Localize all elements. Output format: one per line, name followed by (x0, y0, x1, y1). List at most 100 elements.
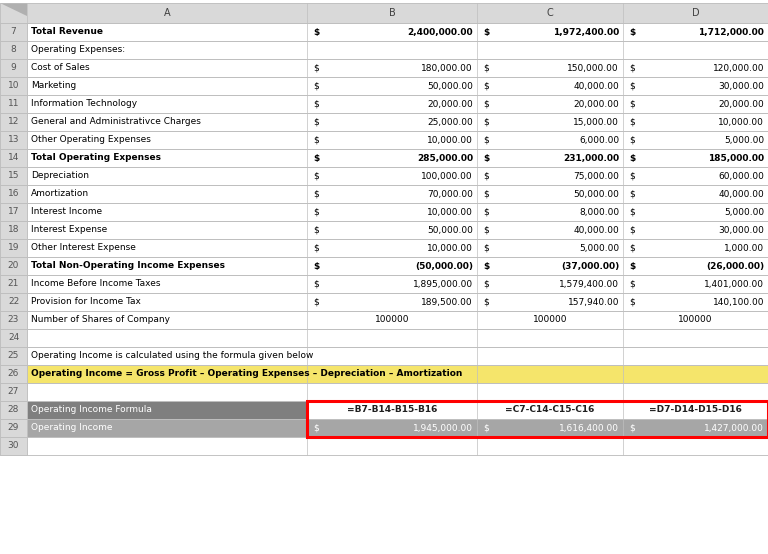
Text: $: $ (313, 117, 319, 126)
Text: 10,000.00: 10,000.00 (718, 117, 764, 126)
Text: =C7-C14-C15-C16: =C7-C14-C15-C16 (505, 406, 594, 414)
Text: Interest Expense: Interest Expense (31, 225, 108, 234)
Bar (0, 257, 768, 275)
Text: 60,000.00: 60,000.00 (718, 172, 764, 181)
Text: 50,000.00: 50,000.00 (427, 225, 473, 234)
Text: 10,000.00: 10,000.00 (427, 244, 473, 253)
Text: Total Revenue: Total Revenue (31, 28, 103, 37)
Text: $: $ (483, 297, 488, 306)
Text: $: $ (483, 189, 488, 198)
Text: 30: 30 (8, 442, 19, 450)
Text: $: $ (629, 153, 635, 162)
Text: $: $ (483, 244, 488, 253)
Bar (0, 293, 768, 311)
Text: 185,000.00: 185,000.00 (708, 153, 764, 162)
Text: 15,000.00: 15,000.00 (573, 117, 619, 126)
Text: $: $ (313, 244, 319, 253)
Text: 140,100.00: 140,100.00 (713, 297, 764, 306)
Text: $: $ (483, 81, 488, 90)
Text: $: $ (483, 423, 488, 433)
Text: $: $ (629, 423, 634, 433)
Bar (0, 77, 27, 95)
Text: Amortization: Amortization (31, 189, 89, 198)
Bar (0, 365, 768, 383)
Bar (0, 239, 27, 257)
Text: Interest Income: Interest Income (31, 208, 102, 217)
Bar (0, 167, 768, 185)
Bar (0, 185, 768, 203)
Text: $: $ (483, 261, 489, 270)
Text: $: $ (629, 280, 634, 289)
Text: $: $ (629, 297, 634, 306)
Bar (0, 437, 27, 455)
Text: 10: 10 (8, 81, 19, 90)
Text: Income Before Income Taxes: Income Before Income Taxes (31, 280, 161, 289)
Text: 6,000.00: 6,000.00 (579, 136, 619, 145)
Text: $: $ (483, 136, 488, 145)
Text: $: $ (313, 261, 319, 270)
Text: 70,000.00: 70,000.00 (427, 189, 473, 198)
Text: $: $ (629, 189, 634, 198)
Text: A: A (164, 8, 170, 18)
Text: 16: 16 (8, 189, 19, 198)
Text: 11: 11 (8, 100, 19, 109)
Bar (0, 221, 768, 239)
Text: Total Operating Expenses: Total Operating Expenses (31, 153, 161, 162)
Text: Total Non-Operating Income Expenses: Total Non-Operating Income Expenses (31, 261, 225, 270)
Text: 120,000.00: 120,000.00 (713, 64, 764, 73)
Text: Number of Shares of Company: Number of Shares of Company (31, 315, 170, 325)
Bar (0, 239, 768, 257)
Text: 40,000.00: 40,000.00 (573, 81, 619, 90)
Text: 7: 7 (11, 28, 16, 37)
Text: General and Administrativce Charges: General and Administrativce Charges (31, 117, 201, 126)
Text: 17: 17 (8, 208, 19, 217)
Text: $: $ (313, 64, 319, 73)
Text: 28: 28 (8, 406, 19, 414)
Text: 30,000.00: 30,000.00 (718, 225, 764, 234)
Text: 25: 25 (8, 351, 19, 361)
Text: 100000: 100000 (678, 315, 713, 325)
Text: $: $ (483, 225, 488, 234)
Text: 10,000.00: 10,000.00 (427, 208, 473, 217)
Bar (0, 347, 27, 365)
Text: =B7-B14-B15-B16: =B7-B14-B15-B16 (347, 406, 437, 414)
Text: $: $ (629, 172, 634, 181)
Text: B: B (389, 8, 396, 18)
Text: 8: 8 (11, 45, 16, 54)
Bar (0, 41, 27, 59)
Text: 18: 18 (8, 225, 19, 234)
Text: 75,000.00: 75,000.00 (573, 172, 619, 181)
Text: 40,000.00: 40,000.00 (573, 225, 619, 234)
Text: 1,579,400.00: 1,579,400.00 (559, 280, 619, 289)
Bar (0, 185, 27, 203)
Bar (0, 293, 27, 311)
Text: Operating Income is calculated using the formula given below: Operating Income is calculated using the… (31, 351, 313, 361)
Text: 1,712,000.00: 1,712,000.00 (698, 28, 764, 37)
Text: $: $ (629, 81, 634, 90)
Text: $: $ (629, 28, 635, 37)
Text: Operating Income: Operating Income (31, 423, 112, 433)
Text: $: $ (313, 280, 319, 289)
Text: $: $ (483, 100, 488, 109)
Text: 20,000.00: 20,000.00 (718, 100, 764, 109)
Text: 1,401,000.00: 1,401,000.00 (704, 280, 764, 289)
Text: 30,000.00: 30,000.00 (718, 81, 764, 90)
Text: 8,000.00: 8,000.00 (579, 208, 619, 217)
Text: $: $ (483, 172, 488, 181)
Text: Marketing: Marketing (31, 81, 76, 90)
Bar (0, 311, 27, 329)
Bar (0, 419, 27, 437)
Text: 13: 13 (8, 136, 19, 145)
Bar (0, 401, 768, 419)
Text: 189,500.00: 189,500.00 (422, 297, 473, 306)
Text: $: $ (629, 225, 634, 234)
Text: D: D (692, 8, 700, 18)
Text: 100000: 100000 (375, 315, 409, 325)
Text: 5,000.00: 5,000.00 (724, 136, 764, 145)
Text: $: $ (629, 136, 634, 145)
Text: 1,000.00: 1,000.00 (724, 244, 764, 253)
Bar (0, 131, 768, 149)
Text: Information Technology: Information Technology (31, 100, 137, 109)
Bar (0, 275, 27, 293)
Text: $: $ (483, 153, 489, 162)
